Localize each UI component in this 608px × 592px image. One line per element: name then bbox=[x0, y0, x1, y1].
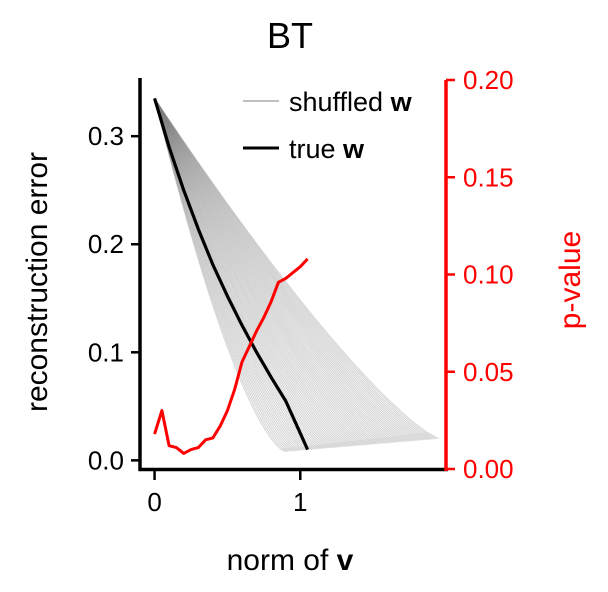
shuffled-w-line bbox=[154, 98, 428, 441]
shuffled-w-line bbox=[154, 98, 360, 446]
shuffled-w-line bbox=[154, 98, 417, 442]
shuffled-w-line bbox=[154, 98, 420, 441]
shuffled-w-line bbox=[154, 98, 415, 442]
shuffled-w-line bbox=[154, 98, 411, 442]
legend-label-shuffled: shuffled w bbox=[289, 87, 413, 117]
shuffled-w-line bbox=[154, 98, 340, 448]
legend-label-shuffled-bold: w bbox=[390, 87, 413, 117]
shuffled-w-line bbox=[154, 98, 413, 442]
shuffled-w-line bbox=[154, 98, 289, 452]
shuffled-w-line bbox=[154, 98, 422, 441]
y-tick-label-left: 0.1 bbox=[88, 337, 124, 367]
shuffled-w-line bbox=[154, 98, 344, 448]
shuffled-w-line bbox=[154, 98, 388, 444]
shuffled-w-line bbox=[154, 98, 302, 451]
y-tick-label-left: 0.2 bbox=[88, 229, 124, 259]
y-axis-label-right: p-value bbox=[554, 231, 587, 329]
shuffled-w-line bbox=[154, 98, 371, 446]
shuffled-w-line bbox=[154, 98, 404, 443]
shuffled-w-line bbox=[154, 98, 349, 447]
shuffled-w-line bbox=[154, 98, 357, 447]
p-value-line bbox=[153, 257, 309, 455]
true-w-line bbox=[153, 97, 310, 451]
y-tick-label-left: 0.0 bbox=[88, 445, 124, 475]
shuffled-w-line bbox=[154, 98, 353, 447]
shuffled-w-line bbox=[154, 98, 366, 446]
shuffled-w-line bbox=[154, 98, 393, 444]
shuffled-w-line bbox=[154, 98, 331, 449]
legend: shuffled w true w bbox=[243, 87, 413, 164]
shuffled-w-line bbox=[154, 98, 433, 440]
shuffled-w-line bbox=[154, 98, 377, 445]
shuffled-w-line bbox=[154, 98, 355, 447]
shuffled-w-line bbox=[154, 98, 408, 442]
shuffled-w-line bbox=[154, 98, 395, 443]
shuffled-w-line bbox=[154, 98, 291, 452]
shuffled-w-line bbox=[154, 98, 437, 440]
y-tick-label-left: 0.3 bbox=[88, 121, 124, 151]
p-value-series bbox=[153, 257, 309, 455]
y-tick-label-right: 0.20 bbox=[463, 65, 514, 95]
shuffled-w-line bbox=[154, 98, 351, 447]
shuffled-w-line bbox=[154, 98, 375, 445]
shuffled-w-line bbox=[154, 98, 439, 440]
shuffled-w-line bbox=[154, 98, 298, 452]
shuffled-w-line bbox=[154, 98, 373, 445]
shuffled-w-line bbox=[154, 98, 426, 441]
shuffled-w-line bbox=[154, 98, 329, 449]
shuffled-w-line bbox=[154, 98, 362, 446]
legend-label-true: true w bbox=[289, 134, 365, 164]
shuffled-w-line bbox=[154, 98, 400, 443]
shuffled-w-line bbox=[154, 98, 406, 443]
shuffled-w-line bbox=[154, 98, 286, 453]
x-axis-label: norm of v bbox=[227, 544, 354, 577]
shuffled-w-line bbox=[154, 98, 333, 449]
y-axis-label-left: reconstruction error bbox=[21, 152, 54, 412]
shuffled-w-line bbox=[154, 98, 300, 452]
shuffled-w-line bbox=[154, 98, 397, 443]
x-axis-label-bold: v bbox=[337, 544, 354, 577]
shuffled-w-line bbox=[154, 98, 402, 443]
shuffled-w-line bbox=[154, 98, 342, 448]
shuffled-w-line bbox=[154, 98, 391, 444]
y-tick-label-right: 0.05 bbox=[463, 357, 514, 387]
shuffled-w-line bbox=[154, 98, 337, 448]
shuffled-w-line bbox=[154, 98, 293, 452]
y-tick-label-right: 0.00 bbox=[463, 454, 514, 484]
shuffled-w-line bbox=[154, 98, 295, 452]
legend-label-true-prefix: true bbox=[289, 134, 343, 164]
shuffled-w-line bbox=[154, 98, 320, 450]
shuffled-w-line bbox=[154, 98, 346, 448]
y-tick-label-right: 0.10 bbox=[463, 260, 514, 290]
x-tick-label: 1 bbox=[293, 487, 307, 517]
y-ticks-left: 0.0 0.1 0.2 0.3 bbox=[88, 121, 140, 475]
x-axis-label-prefix: norm of bbox=[227, 544, 337, 577]
y-ticks-right: 0.00 0.05 0.10 0.15 0.20 bbox=[446, 65, 514, 484]
shuffled-w-line bbox=[154, 98, 431, 440]
legend-label-true-bold: w bbox=[342, 134, 365, 164]
shuffled-w-line bbox=[154, 98, 364, 446]
legend-label-shuffled-prefix: shuffled bbox=[289, 87, 391, 117]
shuffled-w-line bbox=[154, 98, 424, 441]
chart-title: BT bbox=[267, 15, 313, 56]
x-tick-label: 0 bbox=[147, 487, 161, 517]
y-tick-label-right: 0.15 bbox=[463, 162, 514, 192]
shuffled-w-line bbox=[154, 98, 435, 440]
shuffled-w-line bbox=[154, 98, 369, 446]
shuffled-w-line bbox=[154, 98, 335, 449]
true-w-series bbox=[153, 97, 310, 451]
